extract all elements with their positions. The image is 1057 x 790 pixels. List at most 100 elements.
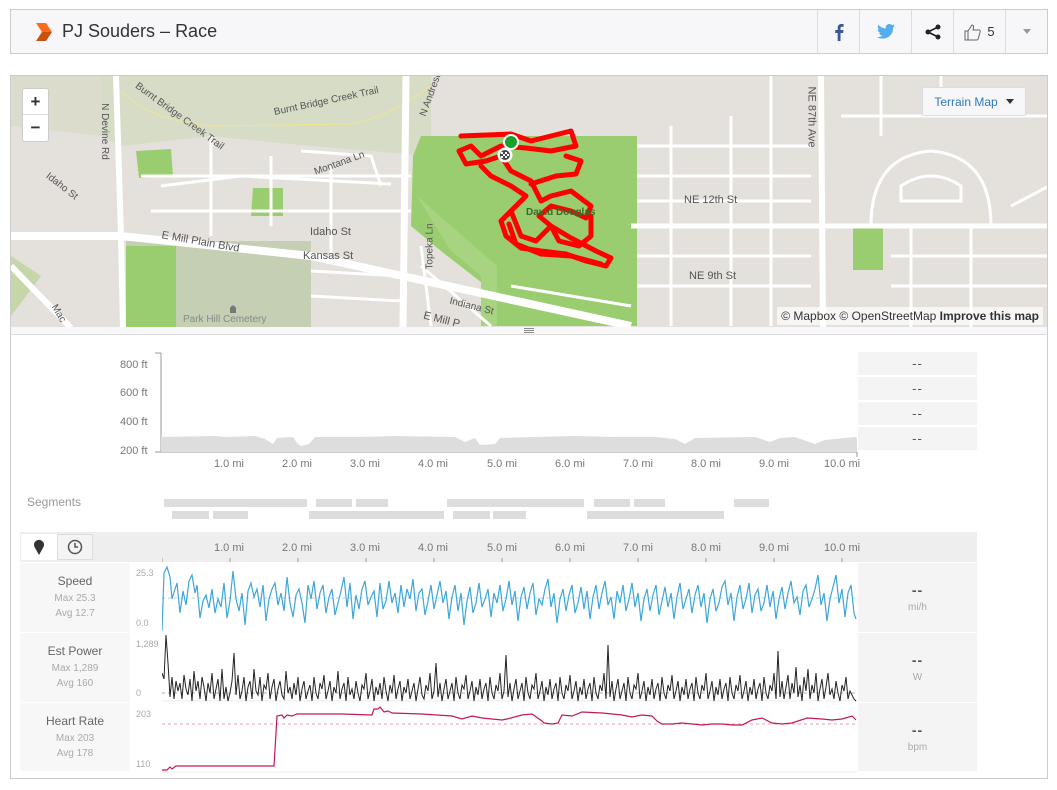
elevation-stat: --: [858, 402, 977, 426]
twitter-icon: [876, 24, 895, 39]
segment-bar[interactable]: [634, 499, 665, 507]
segment-bar[interactable]: [356, 499, 388, 507]
segment-bar[interactable]: [734, 499, 769, 507]
grip-icon: [524, 328, 534, 333]
mapbox-link[interactable]: © Mapbox: [781, 309, 837, 323]
streams-x-tick: 1.0 mi: [214, 542, 244, 554]
elevation-x-tick: 1.0 mi: [214, 458, 244, 470]
stream-max: Max 1,289: [51, 663, 99, 674]
streams-x-tick: 10.0 mi: [824, 542, 861, 554]
map-attribution: © Mapbox © OpenStreetMap Improve this ma…: [777, 307, 1043, 325]
activity-type-icon: [36, 22, 52, 41]
power-stat: -- W: [858, 633, 977, 702]
streams-x-tick: 8.0 mi: [691, 542, 721, 554]
stream-max: Max 25.3: [54, 593, 96, 604]
hr-y-min: 110: [136, 759, 151, 769]
segment-bar[interactable]: [316, 499, 352, 507]
segment-bar[interactable]: [309, 511, 444, 519]
elevation-x-tick: 2.0 mi: [282, 458, 312, 470]
map-label: Park Hill Cemetery: [183, 314, 267, 325]
streams-x-tick: 2.0 mi: [282, 542, 312, 554]
map-label: David Douglas: [526, 207, 596, 218]
power-y-max: 1,289: [136, 639, 159, 649]
heart-rate-value: --: [911, 721, 924, 738]
segment-bar[interactable]: [447, 499, 584, 507]
streams-x-ticks: [162, 558, 843, 562]
zoom-in-button[interactable]: +: [23, 89, 48, 115]
streams-x-tick: 5.0 mi: [487, 542, 517, 554]
segment-bar[interactable]: [594, 499, 630, 507]
elevation-chart[interactable]: [155, 350, 865, 465]
stream-max: Max 203: [55, 732, 95, 744]
map-layer-label: Terrain Map: [934, 94, 998, 109]
elevation-stat: --: [858, 427, 977, 451]
streams-x-tick: 4.0 mi: [418, 542, 448, 554]
elevation-stat: --: [858, 377, 977, 401]
speed-y-min: 0.0: [136, 618, 149, 628]
streams-x-tick: 7.0 mi: [623, 542, 653, 554]
speed-row-label: Speed Max 25.3 Avg 12.7: [20, 563, 130, 632]
power-value: --: [911, 652, 924, 668]
more-actions-dropdown[interactable]: [1005, 10, 1047, 53]
heart-rate-stat: -- bpm: [858, 703, 977, 771]
segment-bar[interactable]: [493, 511, 526, 519]
clock-icon: [67, 539, 83, 555]
elevation-x-tick: 5.0 mi: [487, 458, 517, 470]
map-zoom-control: + −: [22, 88, 49, 142]
map-pin-icon: [34, 539, 44, 555]
map-label: N Devine Rd: [98, 103, 110, 160]
kudos-count: 5: [987, 24, 995, 39]
osm-link[interactable]: © OpenStreetMap: [839, 309, 937, 323]
stream-name: Speed: [57, 574, 93, 588]
elevation-y-tick: 400 ft: [120, 416, 148, 428]
chevron-down-icon: [1022, 29, 1031, 34]
map-label: Idaho St: [310, 226, 351, 238]
heart-rate-chart[interactable]: [162, 703, 858, 773]
streams-x-tick: 6.0 mi: [555, 542, 585, 554]
route-map[interactable]: Burnt Bridge Creek Trail Burnt Bridge Cr…: [10, 75, 1048, 327]
time-mode-button[interactable]: [57, 534, 93, 560]
map-layer-dropdown[interactable]: Terrain Map: [922, 87, 1026, 116]
elevation-x-tick: 4.0 mi: [418, 458, 448, 470]
kudos-button[interactable]: 5: [953, 10, 1005, 53]
stream-name: Est Power: [47, 644, 103, 658]
elevation-x-tick: 9.0 mi: [759, 458, 789, 470]
speed-stat: -- mi/h: [858, 563, 977, 632]
segment-bar[interactable]: [164, 499, 307, 507]
stream-avg: Avg 160: [56, 678, 94, 689]
caret-down-icon: [1005, 99, 1014, 104]
map-label: Topeka Ln: [424, 223, 436, 270]
map-resize-handle[interactable]: [10, 327, 1048, 335]
segment-bar[interactable]: [453, 511, 490, 519]
stream-avg: Avg 12.7: [55, 608, 95, 619]
improve-map-link[interactable]: Improve this map: [939, 309, 1039, 323]
heart-rate-unit: bpm: [907, 741, 928, 753]
segment-bar[interactable]: [587, 511, 724, 519]
activity-header: PJ Souders – Race 5: [10, 9, 1048, 54]
share-button[interactable]: [911, 10, 953, 53]
map-label: NE 12th St: [684, 194, 738, 206]
page-title: PJ Souders – Race: [62, 21, 218, 41]
zoom-out-button[interactable]: −: [30, 118, 41, 137]
distance-mode-button[interactable]: [21, 534, 57, 560]
heart-rate-row-label: Heart Rate Max 203 Avg 178: [20, 703, 130, 771]
stream-avg: Avg 178: [56, 747, 94, 759]
elevation-x-tick: 10.0 mi: [824, 458, 861, 470]
map-label: Kansas St: [303, 250, 354, 262]
power-chart[interactable]: [162, 633, 858, 703]
facebook-share-button[interactable]: [817, 10, 859, 53]
twitter-share-button[interactable]: [859, 10, 911, 53]
stream-name: Heart Rate: [45, 713, 105, 728]
map-tiles: [11, 76, 1047, 327]
power-row-label: Est Power Max 1,289 Avg 160: [20, 633, 130, 702]
speed-y-max: 25.3: [136, 568, 154, 578]
elevation-stat: --: [858, 352, 977, 376]
facebook-icon: [834, 23, 844, 41]
segment-bar[interactable]: [172, 511, 209, 519]
elevation-y-tick: 600 ft: [120, 387, 148, 399]
elevation-y-tick: 800 ft: [120, 359, 148, 371]
segment-bar[interactable]: [213, 511, 248, 519]
speed-chart[interactable]: [162, 563, 858, 633]
streams-axis-strip: [20, 532, 977, 562]
hr-y-max: 203: [136, 709, 152, 719]
